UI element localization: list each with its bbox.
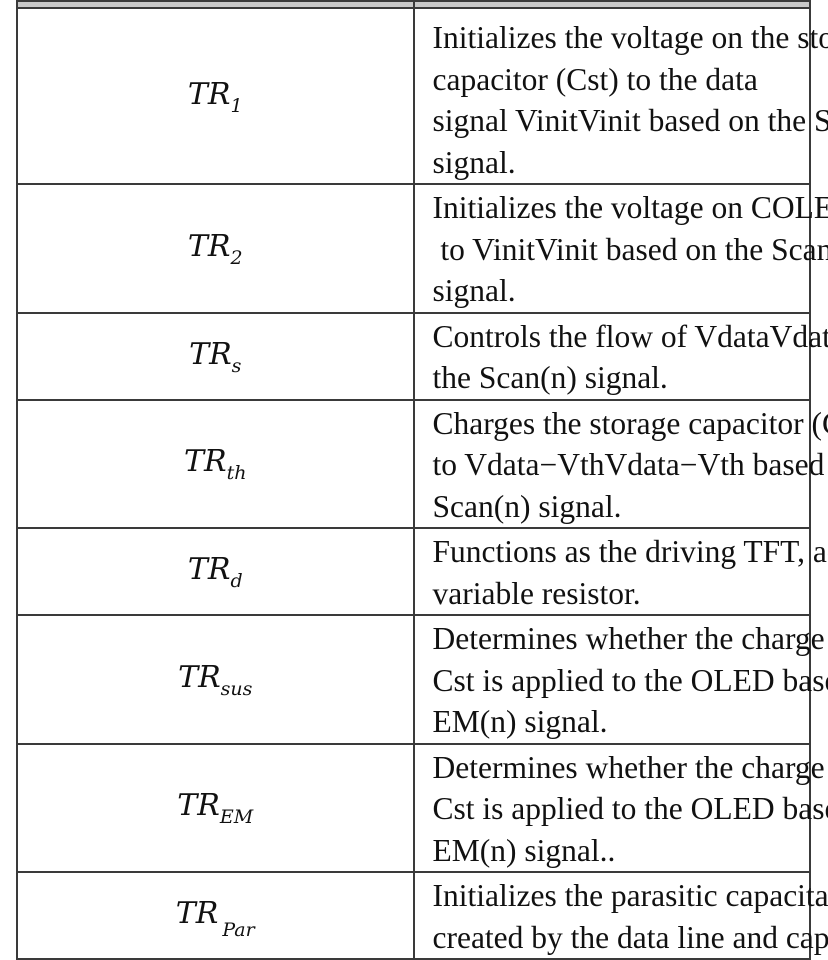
symbol-base: TR — [175, 896, 219, 931]
table: TR1 Initializes the voltage on the stora… — [16, 0, 828, 960]
symbol-base: TR — [187, 228, 231, 264]
transistor-symbol: TR2 — [16, 183, 415, 314]
symbol-subscript: sus — [220, 677, 253, 700]
transistor-symbol: TRth — [16, 398, 415, 529]
description-line: Scan(n) signal. — [432, 488, 622, 524]
description-line: Determines whether the charge voltage of — [432, 621, 828, 656]
table-row: TRd Functions as the driving TFT, acting… — [16, 527, 828, 616]
description-line: Initializes the voltage on COLEDCOLED — [432, 190, 828, 225]
transistor-symbol: TREM — [16, 742, 415, 873]
table-row: TR2 Initializes the voltage on COLEDCOLE… — [16, 183, 828, 314]
description-line: capacitor (Cst) to the data — [432, 61, 758, 97]
transistor-description: Determines whether the charge voltage of… — [412, 742, 828, 873]
transistor-description: Charges the storage capacitor (Cst) to V… — [412, 398, 828, 529]
transistor-symbol: TRs — [16, 311, 415, 401]
table-row: TRth Charges the storage capacitor (Cst)… — [16, 398, 828, 529]
transistor-symbol: TR Par — [16, 871, 415, 960]
transistor-description: Determines whether the charge voltage of… — [412, 614, 828, 745]
table-row: TR1 Initializes the voltage on the stora… — [16, 7, 828, 185]
transistor-symbol: TR1 — [16, 7, 415, 185]
description-line: Functions as the driving TFT, acting as … — [432, 534, 828, 569]
description-line: variable resistor. — [432, 575, 641, 611]
transistor-description: Initializes the voltage on COLEDCOLED to… — [412, 183, 828, 314]
description-line: to Vdata−VthVdata−Vth based on the — [432, 447, 828, 482]
symbol-subscript: s — [231, 354, 242, 377]
header-strip-cell-description — [412, 0, 811, 9]
description-line: Cst is applied to the OLED based on the — [432, 791, 828, 826]
symbol-subscript: 1 — [230, 94, 243, 117]
symbol-base: TR — [178, 659, 221, 695]
description-line: signal VinitVinit based on the Scan(n-1) — [432, 103, 828, 138]
symbol-base: TR — [189, 336, 232, 372]
transistor-description: Initializes the parasitic capacitance cr… — [412, 871, 828, 960]
description-line: the Scan(n) signal. — [432, 360, 668, 395]
table-row: TRsus Determines whether the charge volt… — [16, 614, 828, 745]
symbol-base: TR — [177, 788, 220, 824]
table-row: TREM Determines whether the charge volta… — [16, 742, 828, 873]
description-line: signal. — [432, 144, 516, 180]
description-line: to VinitVinit based on the Scan(n-1) — [440, 231, 828, 267]
description-line: created by the data line and capacitor. — [432, 919, 828, 955]
description-line: Controls the flow of VdataVdata based on — [432, 318, 828, 354]
description-line: Initializes the voltage on the storage — [432, 20, 828, 55]
symbol-base: TR — [187, 552, 231, 587]
symbol-base: TR — [184, 444, 227, 480]
transistor-symbol: TRd — [16, 527, 415, 616]
description-line: EM(n) signal.. — [432, 832, 616, 868]
symbol-subscript: 2 — [230, 246, 243, 269]
symbol-subscript: th — [226, 462, 247, 485]
table-row: TRs Controls the flow of VdataVdata base… — [16, 311, 828, 401]
table-row: TR Par Initializes the parasitic capacita… — [16, 871, 828, 960]
transistor-function-table: TR1 Initializes the voltage on the stora… — [16, 0, 828, 960]
transistor-symbol: TRsus — [16, 614, 415, 745]
description-line: Charges the storage capacitor (Cst) — [432, 405, 828, 441]
symbol-subscript: EM — [219, 806, 254, 829]
symbol-subscript: d — [230, 570, 243, 592]
header-strip — [16, 0, 811, 9]
description-line: Initializes the parasitic capacitance — [432, 878, 828, 913]
transistor-description: Controls the flow of VdataVdata based on… — [412, 311, 828, 401]
symbol-subscript: Par — [222, 919, 255, 941]
transistor-description: Functions as the driving TFT, acting as … — [412, 527, 828, 616]
header-strip-cell-symbol — [16, 0, 415, 9]
description-line: EM(n) signal. — [432, 704, 608, 739]
transistor-description: Initializes the voltage on the storage c… — [412, 7, 828, 185]
description-line: signal. — [432, 273, 516, 308]
description-line: Cst is applied to the OLED based on the — [432, 662, 828, 698]
description-line: Determines whether the charge voltage of — [432, 749, 828, 785]
symbol-base: TR — [187, 76, 231, 112]
